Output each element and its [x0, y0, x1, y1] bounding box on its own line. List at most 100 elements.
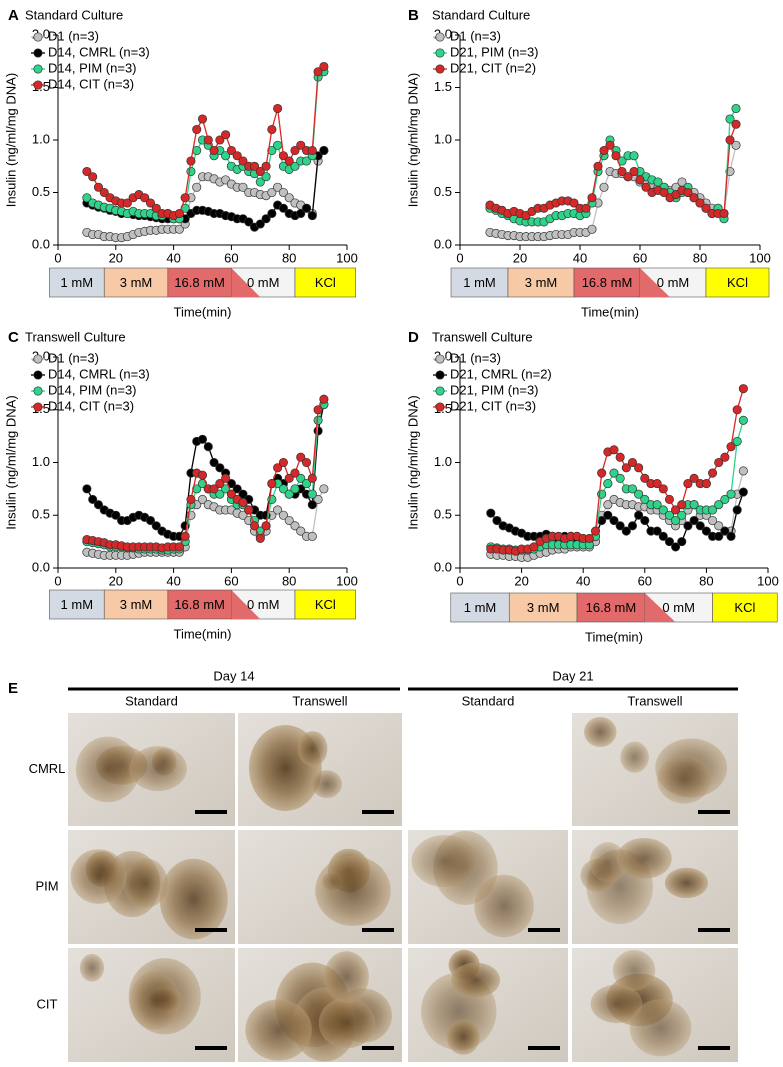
chart-title: Transwell Culture [432, 329, 533, 344]
protocol-label: 0 mM [662, 600, 695, 615]
data-point [714, 531, 724, 541]
data-point [720, 452, 730, 462]
protocol-segment [507, 267, 575, 298]
data-point [238, 510, 248, 520]
legend-label: D21, CIT (n=2) [450, 60, 536, 75]
data-point [238, 156, 248, 166]
data-point [720, 494, 730, 504]
micrograph [572, 713, 738, 826]
data-point [261, 172, 271, 182]
data-point [664, 537, 674, 547]
scale-bar [195, 1046, 227, 1050]
data-point [640, 473, 650, 483]
data-point [652, 500, 662, 510]
row-label: PIM [35, 878, 58, 893]
data-point [301, 479, 312, 489]
data-point [296, 526, 306, 536]
data-point [634, 463, 644, 473]
data-point [599, 182, 609, 192]
data-point [714, 500, 724, 510]
data-point [284, 489, 294, 499]
protocol-ramp [640, 268, 670, 297]
protocol-segment [576, 592, 646, 623]
data-point [307, 500, 317, 510]
data-point [267, 124, 277, 135]
cell-cluster [446, 1019, 480, 1055]
data-point [186, 156, 196, 166]
data-point [319, 145, 329, 156]
data-point [180, 193, 190, 203]
data-point [186, 494, 196, 504]
data-point [677, 537, 687, 547]
x-axis-label: Time(min) [585, 629, 643, 644]
data-point [621, 526, 631, 536]
data-point [296, 140, 306, 150]
data-point [82, 484, 92, 494]
legend-marker [33, 370, 43, 380]
data-point [307, 531, 317, 541]
data-point [714, 457, 724, 468]
column-header: Standard [462, 693, 515, 708]
data-point [658, 505, 668, 515]
x-tick-label: 0 [456, 250, 463, 265]
protocol-segment [712, 592, 778, 623]
y-axis-label: Insulin (ng/ml/mg DNA) [3, 395, 18, 529]
scale-bar [698, 928, 730, 932]
data-point [301, 457, 312, 468]
y-tick-label: 0.0 [434, 236, 452, 251]
data-point [738, 466, 748, 476]
data-point [615, 521, 625, 531]
x-tick-label: 40 [573, 250, 587, 265]
row-label: CIT [37, 996, 58, 1011]
cell-cluster [79, 953, 105, 982]
data-point [623, 172, 633, 182]
data-point [284, 193, 294, 203]
data-point [738, 384, 748, 394]
data-point [273, 505, 283, 515]
data-point [226, 145, 236, 156]
data-point [627, 521, 638, 531]
legend-marker [33, 402, 43, 412]
protocol-label: KCl [734, 600, 755, 615]
y-tick-label: 0.0 [32, 559, 50, 574]
cell-cluster [411, 835, 479, 888]
legend-marker [435, 354, 445, 364]
chart-title: Standard Culture [432, 7, 530, 22]
y-tick-label: 1.0 [434, 131, 452, 146]
cell-cluster [297, 731, 328, 767]
data-point [307, 473, 317, 483]
data-point [732, 505, 742, 515]
data-point [307, 145, 317, 156]
data-point [683, 187, 693, 198]
data-point [659, 187, 669, 198]
legend-label: D21, PIM (n=3) [450, 44, 539, 59]
x-tick-label: 20 [513, 250, 527, 265]
scale-bar [698, 1046, 730, 1050]
data-point [671, 542, 681, 552]
y-tick-label: 0.5 [434, 184, 452, 199]
data-point [290, 468, 300, 478]
data-point [284, 515, 294, 526]
data-point [689, 473, 699, 483]
x-tick-label: 40 [166, 573, 180, 588]
data-point [301, 156, 312, 166]
protocol-label: 1 mM [61, 597, 94, 612]
x-tick-label: 80 [693, 250, 707, 265]
protocol-ramp [231, 268, 261, 297]
data-point [267, 187, 277, 198]
data-point [232, 484, 242, 494]
scale-bar [362, 1046, 394, 1050]
legend-marker [435, 386, 445, 396]
data-point [683, 521, 693, 531]
data-point [726, 531, 736, 541]
data-point [197, 494, 208, 504]
data-point [683, 479, 693, 489]
data-point [197, 114, 208, 124]
legend-label: D14, CMRL (n=3) [48, 44, 150, 59]
data-point [597, 468, 607, 478]
cell-cluster [315, 855, 391, 926]
data-point [658, 531, 668, 541]
legend-label: D21, CIT (n=3) [450, 398, 536, 413]
column-header: Transwell [627, 693, 682, 708]
data-point [296, 208, 306, 219]
